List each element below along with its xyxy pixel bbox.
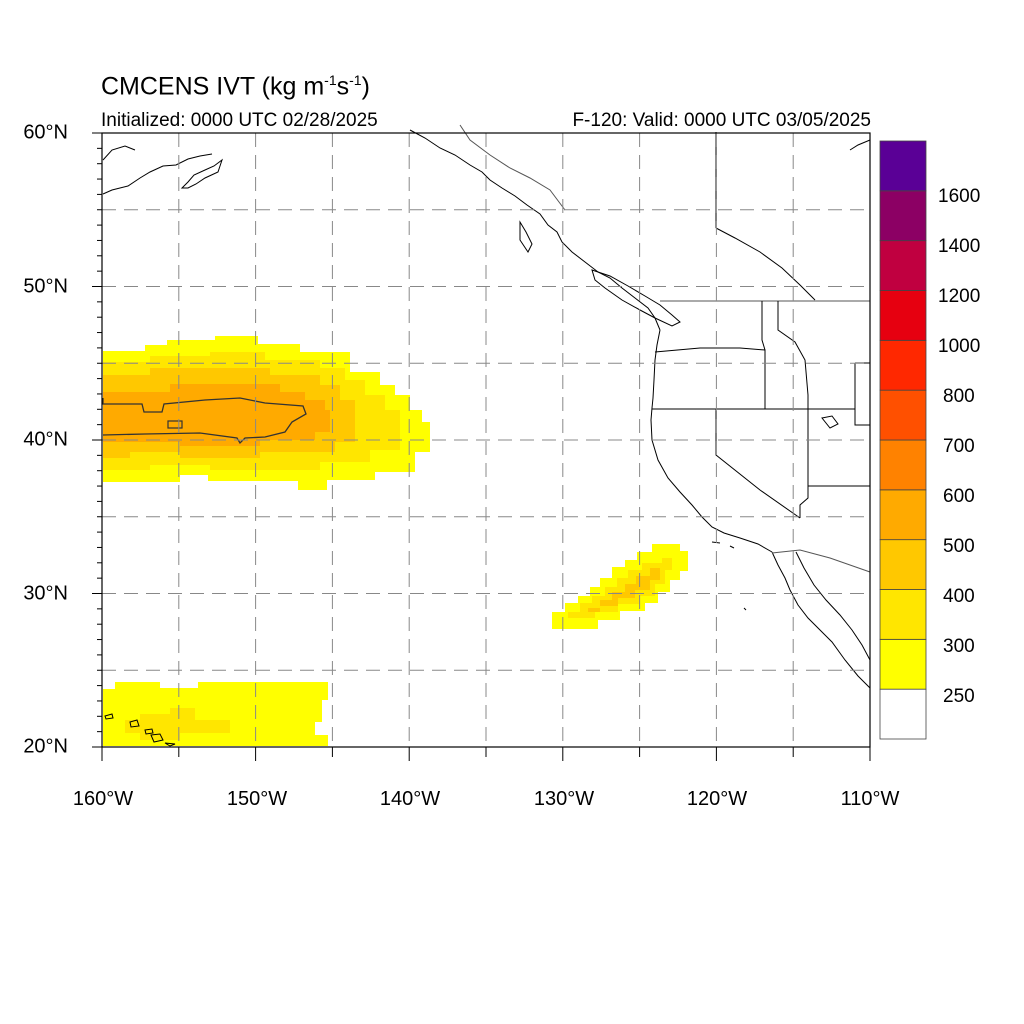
colorbar-label: 500 — [943, 536, 975, 557]
colorbar-box — [880, 340, 926, 390]
colorbar-label: 400 — [943, 586, 975, 607]
ivt-map: 60°N 50°N 40°N 30°N 20°N 160°W 150°W 140… — [0, 0, 1024, 1024]
ca-nv-border — [716, 409, 800, 518]
colorbar-label: 800 — [943, 386, 975, 407]
lon-label: 130°W — [534, 788, 594, 810]
ivt-shading — [103, 336, 688, 746]
lon-label: 140°W — [380, 788, 440, 810]
alaska-coast — [103, 146, 135, 160]
lon-label: 110°W — [841, 788, 900, 810]
colorbar-labels: 250 300 400 500 600 700 800 1000 1200 14… — [938, 186, 980, 707]
lon-label: 150°W — [227, 788, 287, 810]
colorbar-label: 600 — [943, 486, 975, 507]
wyoming-border — [855, 363, 870, 425]
colorbar-box — [880, 141, 926, 191]
ivt-area-250 — [103, 682, 328, 746]
ivt-area-500 — [103, 384, 330, 446]
colorbar-box — [880, 440, 926, 490]
colorbar — [880, 141, 926, 739]
lat-label: 60°N — [23, 121, 68, 143]
grid-lines — [102, 133, 870, 747]
lat-label: 20°N — [23, 735, 68, 757]
colorbar-label: 700 — [943, 436, 975, 457]
kodiak-coast — [182, 160, 222, 188]
colorbar-box — [880, 291, 926, 341]
colorbar-label: 1200 — [938, 286, 980, 307]
lat-label: 50°N — [23, 275, 68, 297]
colorbar-box — [880, 590, 926, 640]
colorbar-label: 250 — [943, 686, 975, 707]
colorbar-box — [880, 241, 926, 291]
nv-az-border — [800, 409, 808, 518]
lat-label: 30°N — [23, 582, 68, 604]
us-mexico-border — [772, 550, 870, 572]
lat-label: 40°N — [23, 428, 68, 450]
colorbar-label: 300 — [943, 636, 975, 657]
colorbar-box — [880, 390, 926, 440]
continental-edge — [716, 228, 815, 300]
idaho-border — [762, 301, 765, 350]
colorbar-box — [880, 639, 926, 689]
lon-label: 120°W — [687, 788, 747, 810]
colorbar-box — [880, 191, 926, 241]
colorbar-box — [880, 540, 926, 590]
bc-interior-border — [460, 125, 565, 210]
colorbar-label: 1400 — [938, 236, 980, 257]
baja-coast — [772, 552, 870, 688]
great-salt-lake — [822, 416, 838, 428]
vancouver-island-coast — [592, 270, 680, 326]
colorbar-label: 1000 — [938, 336, 980, 357]
colorbar-box — [880, 689, 926, 739]
haida-gwaii-coast — [520, 222, 532, 252]
hudson-edge — [850, 140, 870, 150]
lon-label: 160°W — [73, 788, 133, 810]
colorbar-label: 1600 — [938, 186, 980, 207]
colorbar-box — [880, 490, 926, 540]
wa-or-border — [655, 348, 765, 409]
channel-islands — [712, 542, 746, 610]
